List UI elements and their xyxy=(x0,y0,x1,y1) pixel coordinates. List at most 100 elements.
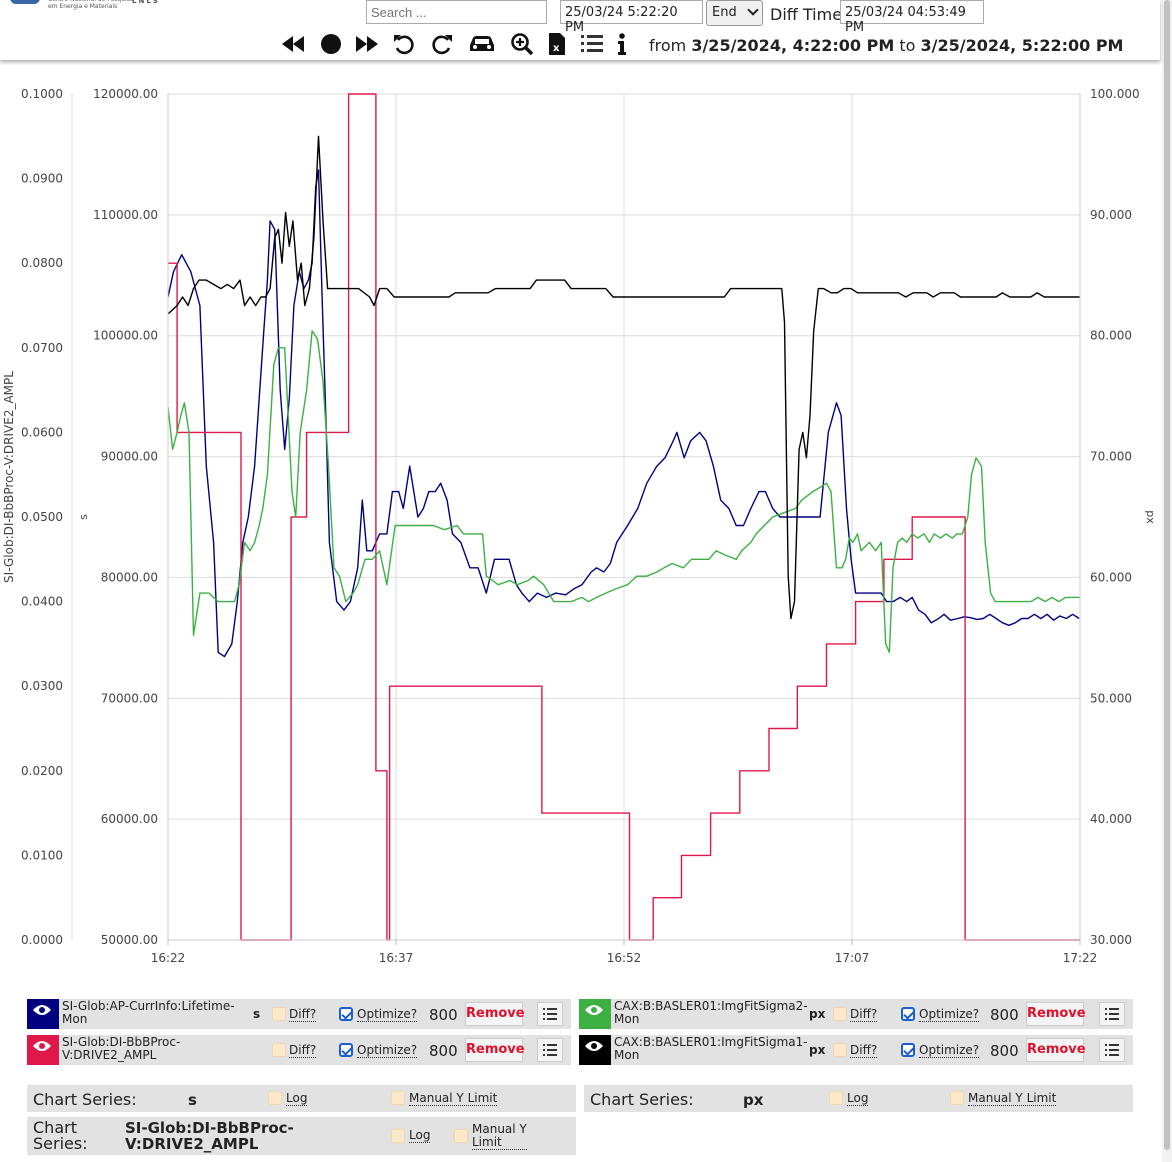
remove-button[interactable]: Remove xyxy=(1026,1002,1086,1026)
log-checkbox[interactable] xyxy=(268,1091,282,1105)
points-value[interactable]: 800 xyxy=(990,1006,1019,1024)
optimize-label: Optimize? xyxy=(919,1007,980,1022)
range-from-label: from xyxy=(649,36,687,55)
log-label: Log xyxy=(409,1128,431,1143)
optimize-label: Optimize? xyxy=(357,1007,418,1022)
y-left2-tick-label: 0.0500 xyxy=(21,510,63,524)
excel-icon[interactable]: x xyxy=(544,32,570,56)
y-left2-tick-label: 0.0000 xyxy=(21,933,63,947)
chart-series-unit: s xyxy=(188,1091,197,1109)
y-right-tick-label: 100.000 xyxy=(1090,87,1140,101)
diff-label: Diff? xyxy=(289,1007,317,1022)
points-value[interactable]: 800 xyxy=(429,1042,458,1060)
manual-y-limit-checkbox[interactable] xyxy=(391,1091,405,1105)
log-checkbox[interactable] xyxy=(391,1129,405,1143)
manual-y-limit-checkbox[interactable] xyxy=(454,1129,468,1143)
y-left-tick-label: 80000.00 xyxy=(101,570,158,584)
y-left-axis-title: s xyxy=(77,514,90,520)
optimize-checkbox[interactable] xyxy=(901,1043,915,1057)
redo-icon[interactable] xyxy=(429,32,455,56)
manual-y-limit-checkbox[interactable] xyxy=(950,1091,964,1105)
y-left-tick-label: 90000.00 xyxy=(101,450,158,464)
diff-label: Diff? xyxy=(850,1043,878,1058)
y-right-axis-title: px xyxy=(1144,510,1157,524)
legend-color-swatch[interactable] xyxy=(579,999,611,1029)
series-line-1 xyxy=(168,93,1080,941)
y-left2-tick-label: 0.0800 xyxy=(21,256,63,270)
series-line-0 xyxy=(167,169,1080,658)
zoom-in-icon[interactable] xyxy=(509,32,535,56)
optimize-label: Optimize? xyxy=(357,1043,418,1058)
remove-button[interactable]: Remove xyxy=(1026,1038,1086,1062)
search-input[interactable] xyxy=(366,0,547,24)
cnpem-logo xyxy=(10,0,40,4)
diff-checkbox[interactable] xyxy=(833,1043,847,1057)
y-right-tick-label: 60.000 xyxy=(1090,570,1132,584)
diff-checkbox[interactable] xyxy=(272,1007,286,1021)
x-tick-label: 17:07 xyxy=(835,951,870,965)
page-scrollbar[interactable] xyxy=(1162,0,1172,1162)
list-icon[interactable] xyxy=(579,32,605,56)
legend-unit: px xyxy=(809,1043,826,1057)
range-to-label: to xyxy=(899,36,916,55)
y-left2-tick-label: 0.0200 xyxy=(21,764,63,778)
info-icon[interactable] xyxy=(609,32,635,56)
optimize-checkbox[interactable] xyxy=(339,1043,353,1057)
y-right-tick-label: 50.000 xyxy=(1090,691,1132,705)
end-time-input[interactable]: 25/03/24 5:22:20 PM xyxy=(560,0,703,35)
remove-button[interactable]: Remove xyxy=(465,1002,525,1026)
y-left2-axis-title: SI-Glob:DI-BbBProc-V:DRIVE2_AMPL xyxy=(2,371,16,583)
end-select[interactable]: End xyxy=(706,0,763,26)
diff-checkbox[interactable] xyxy=(833,1007,847,1021)
log-label: Log xyxy=(286,1091,308,1106)
y-left2-tick-label: 0.0600 xyxy=(21,425,63,439)
chevron-down-icon xyxy=(747,4,759,16)
diff-checkbox[interactable] xyxy=(272,1043,286,1057)
series-list-button[interactable] xyxy=(537,1002,563,1026)
y-left2-tick-label: 0.0100 xyxy=(21,848,63,862)
car-icon[interactable] xyxy=(467,32,497,56)
y-right-tick-label: 90.000 xyxy=(1090,208,1132,222)
series-list-button[interactable] xyxy=(1099,1002,1125,1026)
diff-label: Diff? xyxy=(850,1007,878,1022)
log-checkbox[interactable] xyxy=(829,1091,843,1105)
x-tick-label: 16:52 xyxy=(607,951,642,965)
y-left-tick-label: 110000.00 xyxy=(93,208,158,222)
log-label: Log xyxy=(847,1091,869,1106)
optimize-label: Optimize? xyxy=(919,1043,980,1058)
optimize-checkbox[interactable] xyxy=(901,1007,915,1021)
y-left-tick-label: 50000.00 xyxy=(101,933,158,947)
diff-time-input[interactable]: 25/03/24 04:53:49 PM xyxy=(840,0,984,35)
chart-series-unit: SI-Glob:DI-BbBProc- V:DRIVE2_AMPL xyxy=(125,1119,294,1153)
legend-color-swatch[interactable] xyxy=(27,999,59,1029)
range-to: 3/25/2024, 5:22:00 PM xyxy=(920,36,1124,55)
time-range: from 3/25/2024, 4:22:00 PM to 3/25/2024,… xyxy=(649,36,1123,55)
series-list-button[interactable] xyxy=(537,1038,563,1062)
chart-series-control-drive2: Chart Series: SI-Glob:DI-BbBProc- V:DRIVE2… xyxy=(27,1117,576,1155)
points-value[interactable]: 800 xyxy=(990,1042,1019,1060)
legend-item-lifetime: SI-Glob:AP-CurrInfo:Lifetime- Mon s Diff?… xyxy=(27,999,571,1029)
points-value[interactable]: 800 xyxy=(429,1006,458,1024)
fast-forward-icon[interactable] xyxy=(354,32,380,56)
chart-series-unit: px xyxy=(743,1091,764,1109)
y-right-tick-label: 70.000 xyxy=(1090,450,1132,464)
legend-color-swatch[interactable] xyxy=(579,1035,611,1065)
rewind-icon[interactable] xyxy=(280,32,306,56)
legend-color-swatch[interactable] xyxy=(27,1035,59,1065)
cnpem-logo-text: Centro Nacional de Pesquisa em Energia e… xyxy=(48,0,134,10)
y-left2-tick-label: 0.0400 xyxy=(21,595,63,609)
chart[interactable]: 16:22 16:37 16:52 17:07 17:22 50000.00 60000.0… xyxy=(0,60,1160,990)
series-list-button[interactable] xyxy=(1099,1038,1125,1062)
record-icon[interactable] xyxy=(318,32,344,56)
y-right-tick-label: 30.000 xyxy=(1090,933,1132,947)
legend-item-sigma1: CAX:B:BASLER01:ImgFitSigma1- Mon px Diff?… xyxy=(579,1035,1133,1065)
chart-axes: 16:22 16:37 16:52 17:07 17:22 50000.00 60000.0… xyxy=(2,87,1157,965)
chart-series-control-s: Chart Series: s Log Manual Y Limit xyxy=(27,1085,576,1112)
remove-button[interactable]: Remove xyxy=(465,1038,525,1062)
optimize-checkbox[interactable] xyxy=(339,1007,353,1021)
undo-icon[interactable] xyxy=(391,32,417,56)
eye-icon xyxy=(585,1041,603,1051)
scrollbar-thumb[interactable] xyxy=(1164,0,1170,1150)
y-left-tick-label: 120000.00 xyxy=(93,87,158,101)
y-left2-tick-label: 0.0300 xyxy=(21,679,63,693)
